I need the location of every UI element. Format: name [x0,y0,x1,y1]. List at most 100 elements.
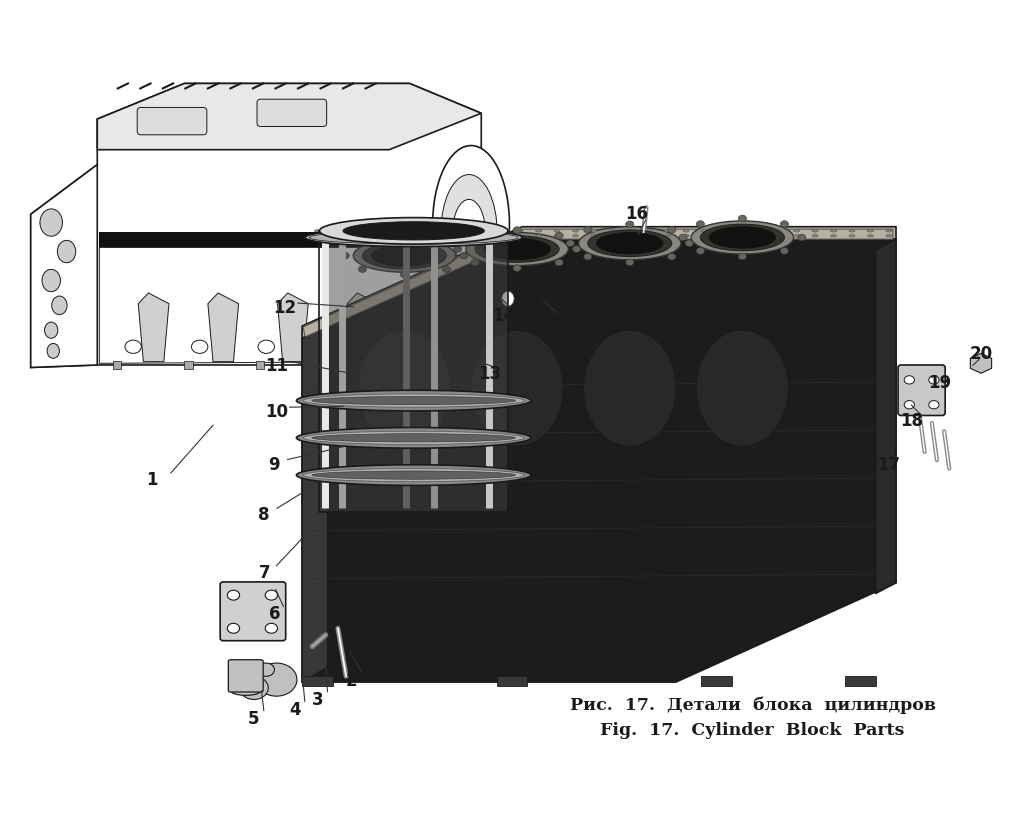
Text: 3: 3 [311,690,324,708]
Ellipse shape [372,246,438,267]
Text: 12: 12 [273,299,296,317]
Polygon shape [208,294,239,362]
Ellipse shape [830,231,837,233]
Polygon shape [97,84,481,151]
Text: 4: 4 [289,700,301,718]
Ellipse shape [309,232,518,245]
Circle shape [400,272,409,279]
Ellipse shape [311,397,516,405]
Ellipse shape [554,231,560,233]
Bar [325,232,508,513]
Circle shape [780,248,788,255]
Ellipse shape [609,231,615,233]
Circle shape [584,227,592,234]
Circle shape [738,216,746,222]
Ellipse shape [572,231,579,233]
Circle shape [798,235,806,241]
FancyBboxPatch shape [257,100,327,127]
Ellipse shape [462,236,468,238]
Ellipse shape [303,394,524,408]
Bar [701,676,732,686]
Text: 17: 17 [878,456,900,474]
Ellipse shape [443,231,450,233]
Circle shape [358,266,367,273]
Ellipse shape [830,236,837,238]
Text: 6: 6 [268,605,281,623]
Ellipse shape [353,240,456,273]
Ellipse shape [646,236,652,238]
Ellipse shape [720,231,726,233]
Circle shape [125,341,141,354]
Ellipse shape [466,233,568,266]
Polygon shape [347,294,378,362]
Circle shape [391,341,408,354]
Ellipse shape [303,432,524,445]
Ellipse shape [775,236,781,238]
Ellipse shape [886,231,892,233]
FancyBboxPatch shape [228,660,263,692]
Ellipse shape [628,236,634,238]
Polygon shape [302,324,328,682]
Ellipse shape [502,292,514,307]
Ellipse shape [45,323,57,339]
Circle shape [400,234,409,241]
Ellipse shape [297,465,530,486]
Circle shape [265,624,278,633]
Ellipse shape [812,236,818,238]
Ellipse shape [362,243,446,270]
Ellipse shape [794,231,800,233]
Ellipse shape [425,231,431,233]
Ellipse shape [351,236,357,238]
Text: 9: 9 [268,456,281,474]
Polygon shape [302,240,896,682]
Ellipse shape [701,236,708,238]
Circle shape [265,590,278,600]
Ellipse shape [683,231,689,233]
Circle shape [258,663,274,676]
Text: 11: 11 [265,356,288,375]
Polygon shape [302,227,896,339]
Circle shape [471,260,479,266]
Ellipse shape [709,227,776,249]
Text: 8: 8 [258,505,270,523]
Polygon shape [138,294,169,362]
Bar [328,361,336,370]
Circle shape [341,253,349,260]
Circle shape [454,246,462,253]
Bar [319,232,508,513]
Circle shape [780,222,788,228]
Ellipse shape [696,331,788,447]
Circle shape [442,240,451,246]
Ellipse shape [588,231,672,257]
Ellipse shape [499,231,505,233]
Text: 14: 14 [493,307,515,325]
Circle shape [325,341,341,354]
Bar [845,676,876,686]
Ellipse shape [51,297,68,315]
Ellipse shape [305,229,522,247]
Ellipse shape [738,236,744,238]
Text: 5: 5 [248,709,260,727]
Ellipse shape [591,236,597,238]
Circle shape [513,227,521,234]
Circle shape [513,265,521,272]
Bar [99,233,470,248]
Ellipse shape [388,236,394,238]
Circle shape [904,401,914,409]
Ellipse shape [517,231,523,233]
Circle shape [685,241,693,247]
Ellipse shape [886,236,892,238]
Ellipse shape [351,231,357,233]
Text: 13: 13 [478,365,501,383]
Bar [113,361,121,370]
Circle shape [460,253,468,260]
Ellipse shape [314,231,321,233]
Ellipse shape [499,236,505,238]
Circle shape [236,668,256,685]
Circle shape [240,676,268,700]
Polygon shape [99,248,476,364]
Ellipse shape [794,236,800,238]
Circle shape [626,260,634,266]
Ellipse shape [738,231,744,233]
Circle shape [904,376,914,385]
